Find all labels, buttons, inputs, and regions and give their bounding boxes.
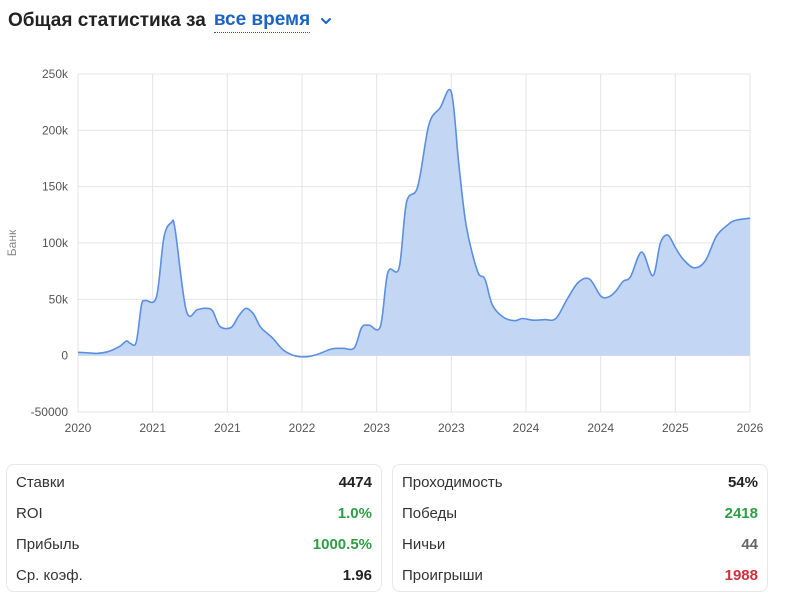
stat-label: Победы (402, 505, 458, 522)
stat-row: Проигрыши 1988 (393, 560, 767, 591)
stat-row: Ставки 4474 (7, 467, 381, 498)
y-tick-label: 50k (49, 292, 69, 306)
stat-row: Ничьи 44 (393, 529, 767, 560)
series-line (77, 88, 751, 358)
stat-row: Победы 2418 (393, 498, 767, 529)
x-tick-label: 2021 (139, 421, 166, 435)
y-tick-label: 0 (61, 349, 68, 363)
y-tick-label: -50000 (31, 405, 69, 419)
stat-value: 54% (727, 474, 758, 491)
period-selector[interactable]: все время (213, 9, 311, 33)
bank-chart-svg: -50000 0 50k 100k 150k 200k 250k 2020 2021 2021 2… (5, 67, 764, 435)
stats-card-right: Проходимость 54% Победы 2418 Ничьи 44 Пр… (392, 464, 768, 592)
y-tick-label: 200k (42, 123, 69, 137)
stat-label: ROI (16, 505, 43, 522)
x-tick-label: 2020 (65, 421, 92, 435)
x-tick-label: 2022 (289, 421, 316, 435)
stats-title: Общая статистика за (8, 10, 206, 31)
stat-label: Ставки (16, 474, 65, 491)
stat-row: Проходимость 54% (393, 467, 767, 498)
stat-label: Прибыль (16, 536, 80, 553)
y-tick-label: 150k (42, 180, 69, 194)
x-tick-label: 2025 (662, 421, 689, 435)
y-tick-label: 100k (42, 236, 69, 250)
x-tick-label: 2024 (513, 421, 540, 435)
x-tick-label: 2023 (363, 421, 390, 435)
stat-value: 2418 (724, 505, 758, 522)
x-tick-label: 2026 (737, 421, 764, 435)
stats-card-left: Ставки 4474 ROI 1.0% Прибыль 1000.5% Ср.… (6, 464, 382, 592)
series-area (78, 89, 750, 357)
stats-header: Общая статистика за все время (8, 8, 332, 34)
x-tick-label: 2024 (587, 421, 614, 435)
stat-row: ROI 1.0% (7, 498, 381, 529)
stat-row: Ср. коэф. 1.96 (7, 560, 381, 591)
x-tick-label: 2023 (438, 421, 465, 435)
stat-label: Проигрыши (402, 567, 483, 584)
bank-chart: -50000 0 50k 100k 150k 200k 250k 2020 2021 2021 2… (0, 56, 800, 448)
chevron-down-icon[interactable] (320, 15, 332, 27)
stat-value: 4474 (338, 474, 372, 491)
stat-label: Ничьи (402, 536, 446, 553)
stat-label: Ср. коэф. (16, 567, 83, 584)
stat-label: Проходимость (402, 474, 503, 491)
stat-value: 1988 (724, 567, 758, 584)
stat-value: 1.96 (342, 567, 372, 584)
y-axis-label: Банк (5, 229, 19, 256)
y-tick-label: 250k (42, 67, 69, 81)
stat-value: 1.0% (337, 505, 372, 522)
stat-value: 44 (741, 536, 758, 553)
stat-row: Прибыль 1000.5% (7, 529, 381, 560)
stat-value: 1000.5% (312, 536, 372, 553)
x-tick-label: 2021 (214, 421, 241, 435)
